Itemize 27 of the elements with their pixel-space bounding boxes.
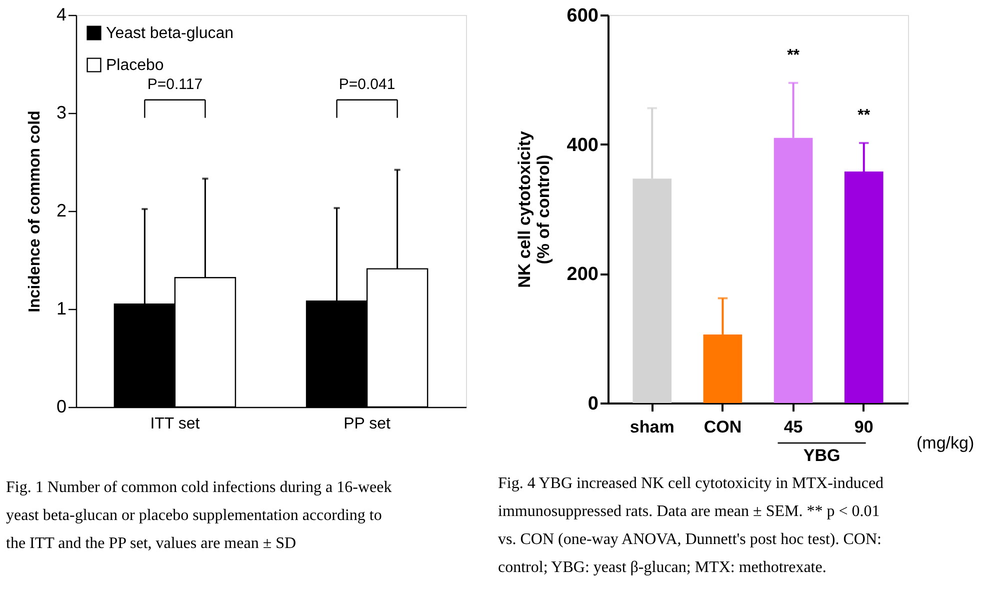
text: YBG — [803, 446, 840, 465]
x-tick-label: CON — [704, 418, 742, 436]
x-tick-label: 45 — [784, 418, 803, 436]
y-tick-label: 600 — [566, 6, 598, 26]
caption: Fig. 4 YBG increased NK cell cytotoxicity in MTX-induced immunosuppressed rats. Data are mean ± SEM. ** p < 0.01 vs. CON (one-way ANOVA, Dunnett's post hoc test). CON: control; YBG: yeast β-glucan; MTX: methotrexate. — [498, 475, 884, 576]
caption: Fig. 1 Number of common cold infections during a 16-week yeast beta-glucan or placebo supplementation according to the ITT and the PP set, values are mean ± SD — [6, 479, 392, 552]
legend-label: Placebo — [106, 57, 164, 74]
x-axis-title: (mg/kg) — [916, 434, 974, 452]
y-tick-label: 2 — [56, 200, 66, 220]
y-axis-title: NK cell cytotoxicity (% of control) — [514, 130, 553, 288]
annotation: ** — [787, 46, 800, 64]
y-tick-label: 0 — [56, 396, 66, 416]
x-tick-label: PP set — [344, 416, 392, 432]
annotation: P=0.117 — [147, 76, 203, 93]
x-tick-label: sham — [630, 418, 674, 436]
y-tick-label: 0 — [588, 394, 598, 414]
annotation: ** — [858, 107, 871, 124]
y-axis-title: Incidence of common cold — [26, 110, 44, 312]
x-tick-label: ITT set — [150, 416, 200, 432]
legend-label: Yeast beta-glucan — [106, 25, 234, 42]
y-tick-label: 4 — [56, 4, 66, 24]
annotation: P=0.041 — [338, 76, 396, 93]
y-tick-label: 400 — [566, 134, 598, 156]
y-tick-label: 3 — [56, 102, 66, 122]
y-tick-label: 200 — [566, 264, 598, 286]
x-tick-label: 90 — [854, 418, 874, 436]
y-tick-label: 1 — [56, 298, 66, 318]
